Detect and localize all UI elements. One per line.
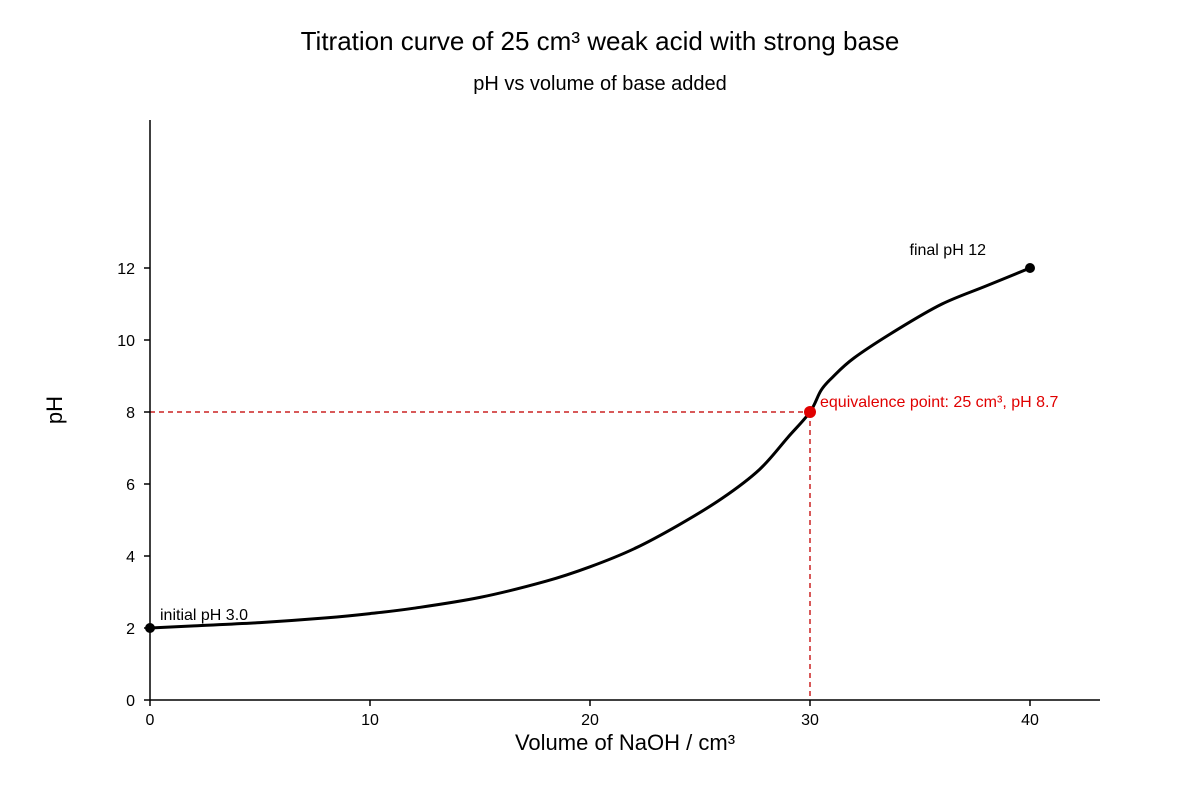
initial-point-label: initial pH 3.0: [160, 607, 248, 624]
y-tick-label: 6: [126, 477, 135, 494]
x-tick-label: 10: [361, 712, 379, 729]
titration-curve: [149, 266, 1031, 630]
y-tick-label: 0: [126, 693, 135, 710]
y-tick-label: 2: [126, 621, 135, 638]
final-point-marker: [1025, 263, 1035, 273]
equivalence-point-marker: [804, 406, 816, 418]
equivalence-guide-lines: [150, 411, 811, 700]
y-tick-label: 8: [126, 405, 135, 422]
chart-title: Titration curve of 25 cm³ weak acid with…: [301, 26, 900, 56]
y-tick-label: 10: [117, 333, 135, 350]
equivalence-point-label: equivalence point: 25 cm³, pH 8.7: [820, 394, 1058, 411]
annotations: initial pH 3.0 final pH 12 equivalence poi…: [145, 242, 1058, 633]
final-point-label: final pH 12: [910, 242, 987, 259]
plot-area: [149, 266, 1031, 630]
axes: 0 10 20 30 40 0 2 4 6 8 10 12: [117, 120, 1100, 729]
x-tick-label: 20: [581, 712, 599, 729]
chart-subtitle: pH vs volume of base added: [473, 73, 727, 95]
y-tick-label: 12: [117, 261, 135, 278]
x-tick-label: 30: [801, 712, 819, 729]
x-axis-label: Volume of NaOH / cm³: [515, 730, 735, 755]
y-axis-label: pH: [42, 396, 67, 424]
x-tick-label: 40: [1021, 712, 1039, 729]
x-tick-label: 0: [146, 712, 155, 729]
initial-point-marker: [145, 623, 155, 633]
y-tick-label: 4: [126, 549, 135, 566]
